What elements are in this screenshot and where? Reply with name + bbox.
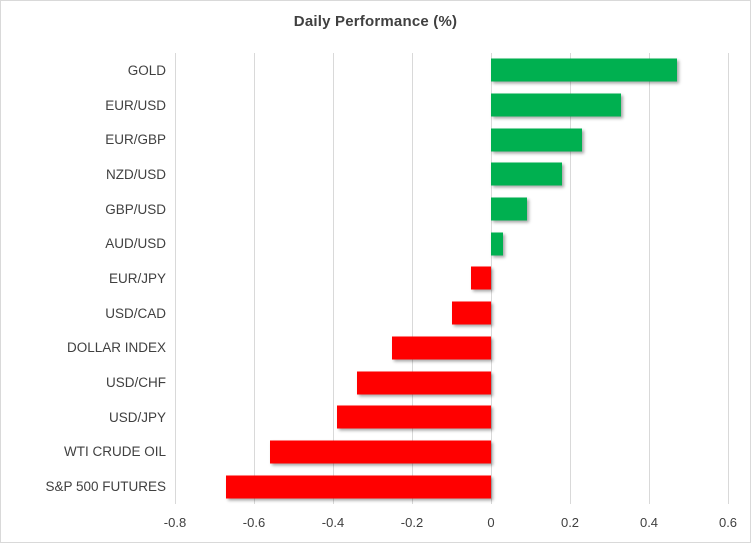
plot-area [174,53,729,504]
bar-row [175,365,728,400]
gridline [727,53,729,504]
bar-usd-cad [451,301,491,325]
chart-title: Daily Performance (%) [293,13,458,30]
x-tick-label: 0.4 [639,515,659,530]
bar-nzd-usd [491,162,563,186]
category-label-wti-crude-oil: WTI CRUDE OIL [63,444,166,460]
gridline [174,53,176,504]
bar-row [175,331,728,366]
bar-s-p-500-futures [226,475,491,499]
category-label-eur-usd: EUR/USD [105,97,166,113]
category-label-s-p-500-futures: S&P 500 FUTURES [45,479,166,495]
x-tick-label: 0.2 [560,515,580,530]
bar-row [175,157,728,192]
bar-row [175,435,728,470]
category-label-nzd-usd: NZD/USD [106,166,166,182]
gridline [411,53,413,504]
bar-row [175,192,728,227]
bar-row [175,261,728,296]
category-label-usd-cad: USD/CAD [105,305,166,321]
category-label-usd-chf: USD/CHF [106,375,166,391]
category-label-eur-jpy: EUR/JPY [108,270,166,286]
bar-row [175,122,728,157]
bar-row [175,400,728,435]
bar-dollar-index [392,336,491,360]
bar-gold [491,58,677,82]
bar-row [175,226,728,261]
bar-row [175,53,728,88]
bar-row [175,296,728,331]
bar-gbp-usd [491,197,527,221]
category-label-gbp-usd: GBP/USD [105,201,166,217]
x-tick-label: 0 [487,515,495,530]
category-label-eur-gbp: EUR/GBP [105,132,166,148]
bar-eur-gbp [491,128,582,152]
x-tick-label: -0.8 [163,515,187,530]
category-label-gold: GOLD [127,62,166,78]
gridline [253,53,255,504]
gridline [332,53,334,504]
bar-eur-usd [491,93,622,117]
category-label-aud-usd: AUD/USD [105,236,166,252]
bar-usd-chf [356,371,491,395]
value-axis: -0.8 -0.6 -0.4 -0.2 0 0.2 0.4 0.6 [164,511,737,533]
x-tick-label: -0.4 [321,515,345,530]
x-tick-label: -0.2 [400,515,424,530]
gridline [569,53,571,504]
category-axis: GOLD EUR/USD EUR/GBP NZD/USD GBP/USD AUD/USD E… [1,53,166,504]
gridline [648,53,650,504]
category-label-usd-jpy: USD/JPY [108,409,166,425]
x-tick-label: -0.6 [242,515,266,530]
bar-aud-usd [491,232,503,256]
bar-row [175,469,728,504]
bar-usd-jpy [336,405,491,429]
bar-eur-jpy [471,266,491,290]
bar-row [175,88,728,123]
bar-wti-crude-oil [269,440,491,464]
x-tick-label: 0.6 [718,515,738,530]
category-label-dollar-index: DOLLAR INDEX [66,340,166,356]
gridline [490,53,492,504]
